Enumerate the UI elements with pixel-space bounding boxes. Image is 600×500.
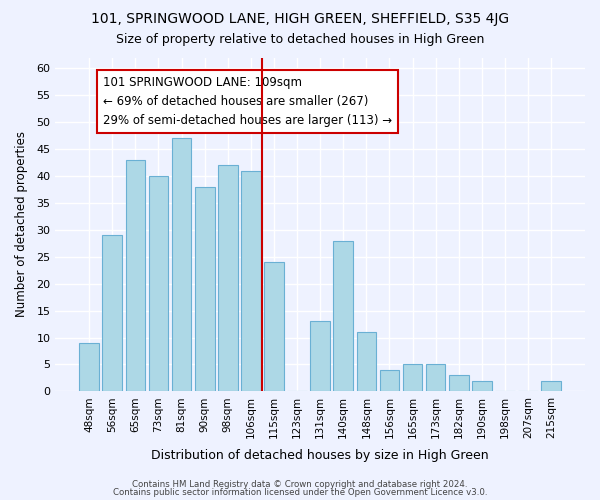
Text: 101, SPRINGWOOD LANE, HIGH GREEN, SHEFFIELD, S35 4JG: 101, SPRINGWOOD LANE, HIGH GREEN, SHEFFI… bbox=[91, 12, 509, 26]
Bar bbox=[172, 138, 191, 392]
Bar bbox=[149, 176, 169, 392]
Y-axis label: Number of detached properties: Number of detached properties bbox=[15, 132, 28, 318]
Bar bbox=[449, 375, 469, 392]
Bar bbox=[426, 364, 445, 392]
X-axis label: Distribution of detached houses by size in High Green: Distribution of detached houses by size … bbox=[151, 450, 489, 462]
Bar bbox=[264, 262, 284, 392]
Bar bbox=[195, 187, 215, 392]
Bar bbox=[334, 240, 353, 392]
Bar bbox=[356, 332, 376, 392]
Bar bbox=[472, 380, 491, 392]
Text: Contains HM Land Registry data © Crown copyright and database right 2024.: Contains HM Land Registry data © Crown c… bbox=[132, 480, 468, 489]
Text: 101 SPRINGWOOD LANE: 109sqm
← 69% of detached houses are smaller (267)
29% of se: 101 SPRINGWOOD LANE: 109sqm ← 69% of det… bbox=[103, 76, 392, 128]
Bar bbox=[79, 343, 99, 392]
Bar bbox=[310, 322, 330, 392]
Bar bbox=[241, 170, 260, 392]
Bar bbox=[403, 364, 422, 392]
Bar bbox=[218, 165, 238, 392]
Bar bbox=[541, 380, 561, 392]
Bar bbox=[103, 235, 122, 392]
Bar bbox=[125, 160, 145, 392]
Bar bbox=[380, 370, 399, 392]
Text: Contains public sector information licensed under the Open Government Licence v3: Contains public sector information licen… bbox=[113, 488, 487, 497]
Text: Size of property relative to detached houses in High Green: Size of property relative to detached ho… bbox=[116, 32, 484, 46]
